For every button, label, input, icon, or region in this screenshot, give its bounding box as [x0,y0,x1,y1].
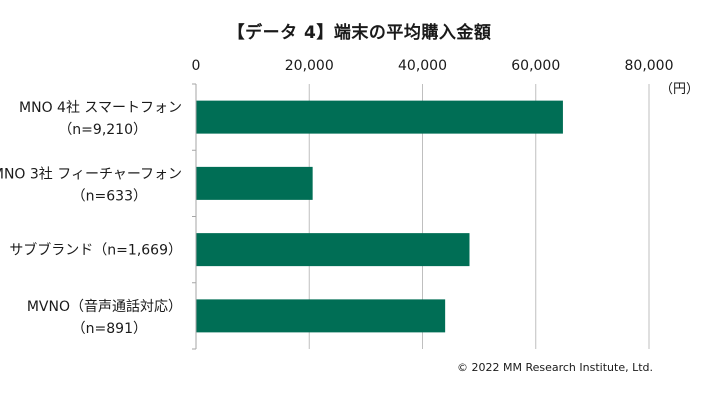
x-tick-label: 20,000 [285,58,334,74]
category-sample-size: （n=633） [72,188,147,204]
axes [192,83,197,350]
category-label: MNO 3社 フィーチャーフォン [0,166,182,182]
x-tick-label: 0 [192,58,201,74]
bar [196,166,313,200]
bar [196,233,470,267]
bars [196,100,563,333]
x-tick-labels: 0 20,000 40,000 60,000 80,000 [192,58,674,74]
category-sample-size: （n=9,210） [58,122,147,138]
category-labels: MNO 4社 スマートフォン （n=9,210） MNO 3社 フィーチャーフォン （… [0,100,182,337]
bar [196,100,563,134]
category-label: MVNO（音声通話対応） [27,298,182,315]
x-tick-label: 40,000 [398,58,447,74]
category-label: サブブランド（n=1,669） [9,242,182,259]
x-tick-label: 60,000 [511,58,560,74]
bar [196,299,446,333]
chart-title: 【データ 4】端末の平均購入金額 [227,23,492,43]
category-sample-size: （n=891） [72,321,147,337]
category-label: MNO 4社 スマートフォン [19,100,182,116]
copyright-notice: © 2022 MM Research Institute, Ltd. [456,361,653,374]
unit-label: （円） [660,82,699,97]
x-tick-label: 80,000 [625,58,674,74]
